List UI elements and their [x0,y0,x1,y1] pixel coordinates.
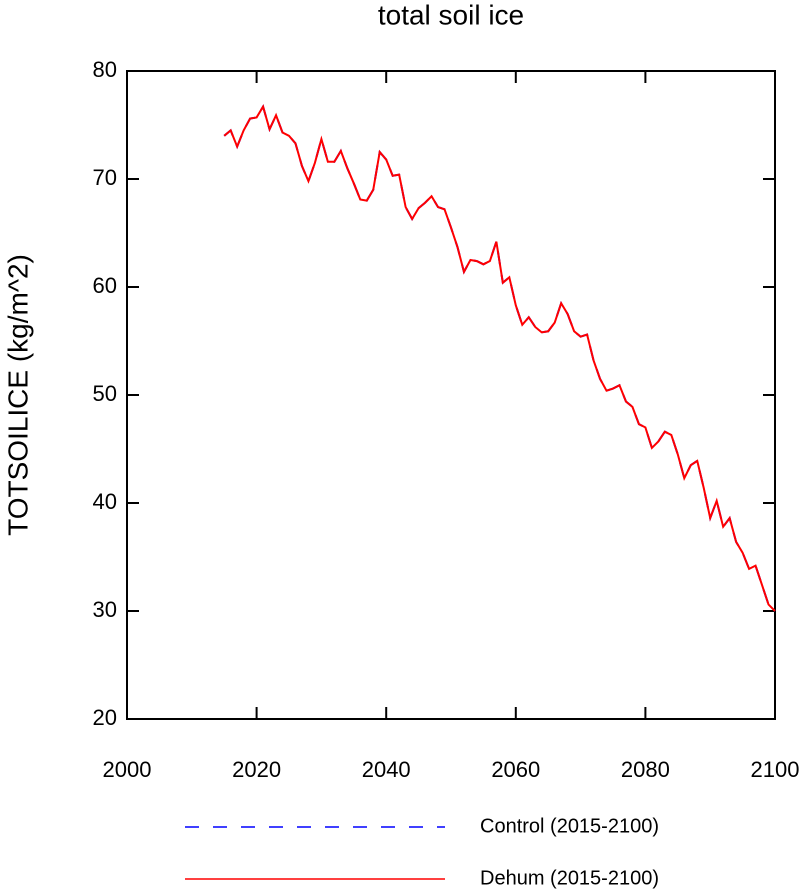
y-tick-label: 30 [93,597,117,622]
x-tick-label: 2100 [751,757,800,782]
y-tick-label: 50 [93,381,117,406]
x-tick-label: 2020 [232,757,281,782]
y-tick-label: 80 [93,57,117,82]
x-tick-label: 2060 [491,757,540,782]
y-axis-label: TOTSOILICE (kg/m^2) [2,254,33,536]
y-tick-label: 20 [93,705,117,730]
x-tick-label: 2000 [103,757,152,782]
series-line [223,104,776,612]
y-tick-label: 40 [93,489,117,514]
series-line [223,104,776,612]
x-tick-label: 2040 [362,757,411,782]
y-tick-label: 70 [93,165,117,190]
plot-frame [126,70,776,720]
x-tick-label: 2080 [621,757,670,782]
chart-title: total soil ice [378,0,524,30]
y-tick-label: 60 [93,273,117,298]
legend-label: Control (2015-2100) [480,815,659,837]
legend-label: Dehum (2015-2100) [480,867,659,889]
